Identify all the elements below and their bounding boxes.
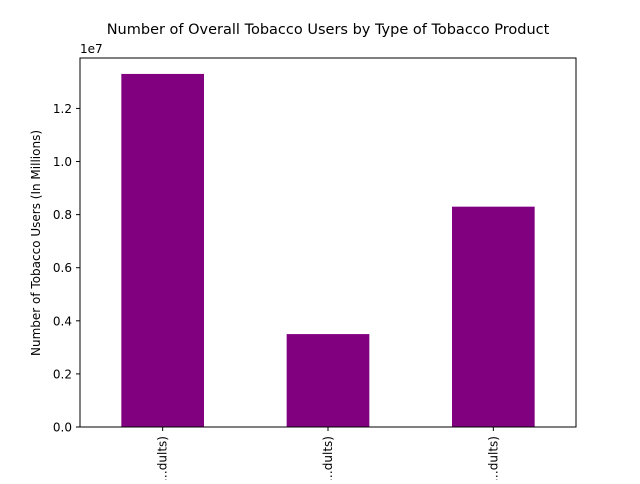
y-tick-label: 0.8 bbox=[53, 208, 72, 222]
bar bbox=[121, 73, 204, 428]
bars-layer bbox=[121, 73, 535, 428]
y-axis-offset-label: 1e7 bbox=[80, 42, 103, 56]
x-tick-label: …dults) bbox=[321, 436, 335, 480]
plot-area-frame bbox=[79, 57, 577, 428]
y-tick-label: 0.0 bbox=[53, 421, 72, 435]
y-axis-ticks: 0.0 0.2 0.4 0.6 0.8 1.0 1.2 bbox=[53, 102, 80, 435]
y-tick-label: 0.6 bbox=[53, 261, 72, 275]
x-axis-ticks: …dults) …dults) …dults) bbox=[156, 427, 500, 482]
y-tick-label: 1.0 bbox=[53, 155, 72, 169]
y-tick-label: 1.2 bbox=[53, 102, 72, 116]
bar bbox=[452, 206, 535, 427]
y-tick-label: 0.4 bbox=[53, 314, 72, 328]
y-axis-label: Number of Tobacco Users (In Millions) bbox=[29, 130, 43, 356]
x-tick-label: …dults) bbox=[486, 436, 500, 480]
chart-title: Number of Overall Tobacco Users by Type … bbox=[107, 22, 550, 38]
y-tick-label: 0.2 bbox=[53, 367, 72, 381]
x-tick-label: …dults) bbox=[156, 436, 170, 480]
bar bbox=[286, 334, 370, 427]
